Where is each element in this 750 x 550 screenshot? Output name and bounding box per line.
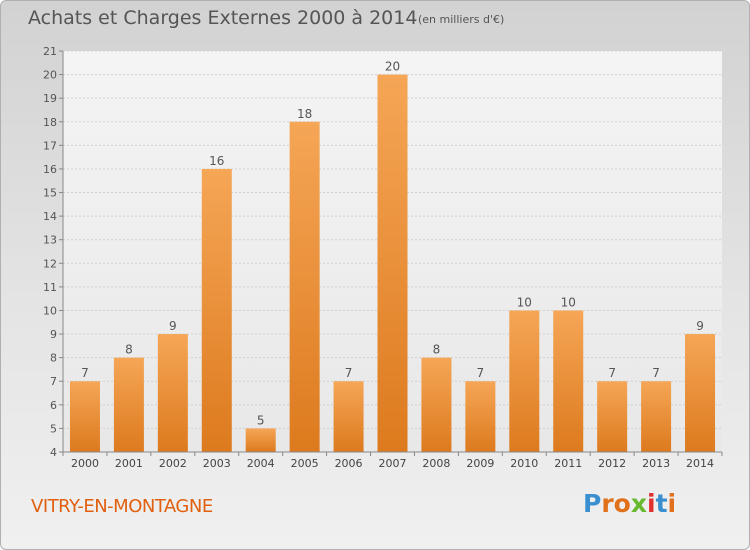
bar-value-label: 8: [125, 343, 133, 357]
y-tick-label: 10: [43, 304, 57, 317]
bar-value-label: 7: [608, 366, 616, 380]
bar-value-label: 7: [652, 366, 660, 380]
bar: [333, 381, 364, 452]
chart-title: Achats et Charges Externes 2000 à 2014: [28, 7, 418, 29]
bar-value-label: 9: [696, 319, 704, 333]
bar: [685, 334, 716, 452]
bar: [553, 310, 584, 452]
bar-value-label: 7: [81, 366, 89, 380]
y-tick-label: 18: [43, 116, 57, 129]
bar-value-label: 18: [297, 107, 312, 121]
bars: [69, 74, 716, 453]
logo-letter: o: [613, 489, 631, 518]
y-tick-label: 20: [43, 69, 57, 82]
y-tick-label: 5: [50, 422, 57, 435]
x-tick-label: 2002: [159, 457, 187, 470]
bar-value-label: 5: [257, 413, 265, 427]
bar-value-label: 10: [517, 295, 532, 309]
x-tick-label: 2001: [115, 457, 143, 470]
y-tick-label: 15: [43, 187, 57, 200]
y-tick-label: 6: [50, 399, 57, 412]
bar-value-label: 20: [385, 60, 400, 74]
bar: [157, 334, 188, 452]
bar-value-label: 9: [169, 319, 177, 333]
axes: 4 5 6 7 8 9 10 11 12 13 14 15 16 17 18 19 20 21: [43, 45, 723, 459]
bar-value-label: 7: [477, 366, 485, 380]
y-tick-label: 13: [43, 234, 57, 247]
bar-value-label: 8: [433, 343, 441, 357]
y-tick-label: 11: [43, 281, 57, 294]
x-tick-label: 2013: [642, 457, 670, 470]
bar: [465, 381, 496, 452]
labels: 7 2000 8 2001 9 2002 16 2003 5 2004 18 2005 7 2006 20 2…: [71, 60, 714, 470]
x-tick-label: 2003: [203, 457, 231, 470]
bar: [245, 428, 276, 452]
x-tick-label: 2006: [335, 457, 363, 470]
y-tick-label: 4: [50, 446, 57, 459]
x-tick-label: 2010: [510, 457, 538, 470]
logo-letter: i: [647, 489, 656, 518]
logo-letter: P: [583, 489, 602, 518]
y-tick-label: 8: [50, 352, 57, 365]
y-tick-label: 16: [43, 163, 57, 176]
x-tick-label: 2009: [466, 457, 494, 470]
chart-subtitle: (en milliers d'€): [418, 13, 505, 26]
x-tick-label: 2007: [379, 457, 407, 470]
x-tick-label: 2004: [247, 457, 275, 470]
x-tick-label: 2005: [291, 457, 319, 470]
bar: [377, 74, 408, 453]
x-tick-label: 2014: [686, 457, 714, 470]
y-tick-label: 21: [43, 45, 57, 58]
y-tick-label: 12: [43, 257, 57, 270]
logo-letter: t: [655, 489, 668, 518]
logo-letter: r: [601, 489, 614, 518]
y-tick-label: 7: [50, 375, 57, 388]
bar: [113, 357, 144, 452]
bar: [201, 168, 232, 453]
y-tick-label: 9: [50, 328, 57, 341]
bar: [421, 357, 452, 452]
bar: [289, 121, 320, 452]
city-name: VITRY-EN-MONTAGNE: [31, 496, 213, 517]
x-tick-label: 2008: [422, 457, 450, 470]
x-tick-label: 2000: [71, 457, 99, 470]
proxiti-logo: Proxiti: [583, 489, 676, 518]
logo-letter: i: [667, 489, 677, 518]
bar: [509, 310, 540, 452]
y-tick-label: 14: [43, 210, 57, 223]
bar: [641, 381, 672, 452]
y-tick-label: 17: [43, 139, 57, 152]
x-tick-label: 2012: [598, 457, 626, 470]
bar: [597, 381, 628, 452]
bar-value-label: 10: [561, 295, 576, 309]
bar-value-label: 16: [209, 154, 224, 168]
logo-letter: x: [630, 489, 647, 518]
bar-value-label: 7: [345, 366, 353, 380]
y-tick-label: 19: [43, 92, 57, 105]
x-tick-label: 2011: [554, 457, 582, 470]
bar: [69, 381, 100, 452]
